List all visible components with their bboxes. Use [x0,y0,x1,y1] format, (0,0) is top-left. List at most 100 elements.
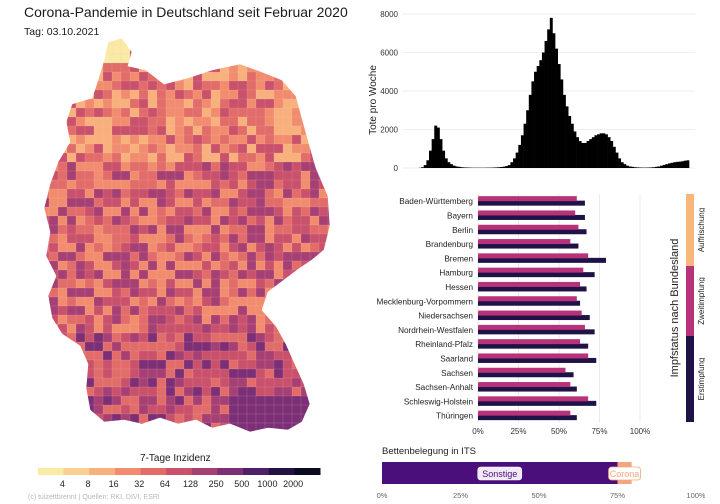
district-cell [228,215,239,226]
district-cell [156,323,167,334]
district-cell [318,296,329,307]
district-cell [57,359,68,370]
vaccination-x-ticks: 0% 25% 50% 75% 100% [472,427,650,436]
district-cell [66,287,77,298]
district-cell [48,251,59,262]
district-cell [210,305,221,316]
district-cell [300,161,311,172]
district-cell [237,386,248,397]
district-cell [147,332,158,343]
district-cell [120,269,131,280]
district-cell [282,143,293,154]
district-cell [318,287,329,298]
legend-title: Impfstatus nach Bundesland [669,239,681,378]
district-cell [318,422,329,432]
district-cell [75,125,86,136]
icu-label-box [608,466,641,481]
state-label: Bayern [447,211,473,220]
district-cell [156,260,167,271]
district-cell [57,395,68,406]
district-cell [138,251,149,262]
district-cell [282,233,293,244]
district-cell [327,143,330,154]
district-cell [255,125,266,136]
district-cell [237,44,248,55]
district-cell [255,44,266,55]
district-cell [129,377,140,388]
district-cell [129,143,140,154]
district-cell [210,242,221,253]
district-cell [183,233,194,244]
district-cell [102,431,113,432]
district-cell [57,413,68,424]
district-cell [57,44,68,55]
district-cell [300,143,311,154]
district-cell [219,350,230,361]
district-cell [129,422,140,432]
district-cell [44,116,50,127]
district-cell [237,53,248,64]
district-cell [300,170,311,181]
district-cell [246,278,257,289]
deaths-bar [457,166,461,168]
district-cell [201,143,212,154]
district-cell [291,296,302,307]
deaths-bar [665,164,669,168]
district-cell [174,170,185,181]
district-cell [75,413,86,424]
district-cell [201,422,212,432]
deaths-bar [673,162,677,168]
district-cell [138,38,149,46]
deaths-bar [534,71,537,168]
bar-second-dose [478,224,579,230]
district-cell [66,314,77,325]
deaths-bar [494,167,498,168]
district-cell [129,323,140,334]
district-cell [219,80,230,91]
district-cell [246,134,257,145]
district-cell [228,368,239,379]
district-cell [156,179,167,190]
district-cell [219,251,230,262]
district-cell [192,62,203,73]
district-cell [57,368,68,379]
district-cell [156,44,167,55]
district-cell [282,314,293,325]
district-cell [192,224,203,235]
district-cell [327,44,330,55]
district-cell [102,143,113,154]
district-cell [237,170,248,181]
deaths-bar [442,150,446,168]
district-cell [228,107,239,118]
district-cell [48,341,59,352]
district-cell [75,89,86,100]
district-cell [120,323,131,334]
district-cell [75,38,86,46]
district-cell [291,197,302,208]
district-cell [138,395,149,406]
district-cell [66,134,77,145]
district-cell [246,314,257,325]
district-cell [309,287,320,298]
district-cell [282,341,293,352]
district-cell [309,359,320,370]
district-cell [246,386,257,397]
deaths-bar [604,134,608,168]
district-cell [129,260,140,271]
district-cell [291,80,302,91]
deaths-bar [452,165,456,168]
district-cell [192,98,203,109]
deaths-bar [560,79,564,168]
district-cell [264,242,275,253]
district-cell [138,296,149,307]
district-cell [84,53,95,64]
district-cell [264,251,275,262]
district-cell [183,287,194,298]
district-cell [156,134,167,145]
district-cell [111,278,122,289]
district-cell [66,206,77,217]
district-cell [282,89,293,100]
district-cell [282,170,293,181]
bar-second-dose [478,239,571,245]
district-cell [183,98,194,109]
